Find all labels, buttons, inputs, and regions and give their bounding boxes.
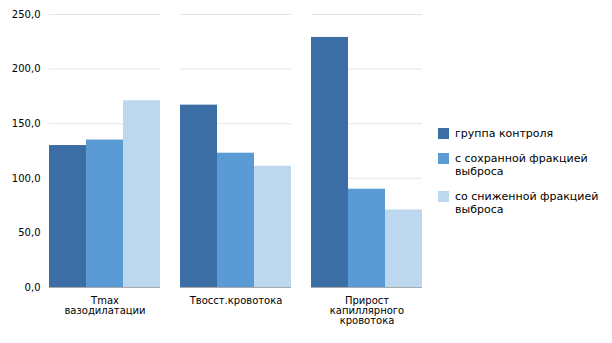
svg-text:Tmaxвазодилатации: Tmaxвазодилатации bbox=[64, 295, 145, 316]
svg-text:150,0: 150,0 bbox=[12, 118, 41, 129]
html-text:группа контроля: группа контроля bbox=[455, 126, 554, 140]
svg-text:250,0: 250,0 bbox=[12, 9, 41, 20]
svg-text:200,0: 200,0 bbox=[12, 63, 41, 74]
svg-text:Приросткапиллярногокровотока: Приросткапиллярногокровотока bbox=[330, 295, 404, 326]
svg-text:50,0: 50,0 bbox=[18, 227, 40, 238]
svg-text:0,0: 0,0 bbox=[25, 282, 41, 293]
svg-text:100,0: 100,0 bbox=[12, 173, 41, 184]
html-text:со сниженной фракцией выброса: со сниженной фракцией выброса bbox=[455, 190, 599, 217]
html-text:с сохранной фракцией выброса: с сохранной фракцией выброса bbox=[455, 151, 588, 178]
svg-text:Твосст.кровотока: Твосст.кровотока bbox=[189, 295, 283, 306]
